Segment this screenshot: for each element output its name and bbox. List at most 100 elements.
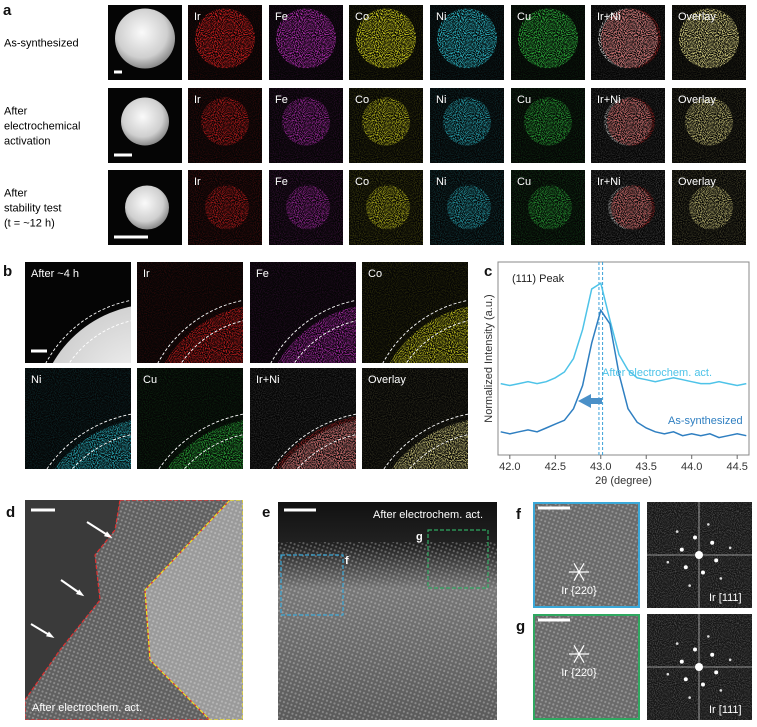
map-label: Ir (143, 268, 150, 280)
map-tile (108, 170, 182, 245)
x-tick-label: 44.5 (726, 461, 747, 473)
fft-g: Ir [111] (647, 614, 752, 720)
map-label: After ~4 h (31, 268, 79, 280)
map-tile (108, 88, 182, 163)
row-label: activation (4, 136, 50, 148)
map-tile: Ni (430, 5, 504, 80)
map-label: Ir+Ni (256, 374, 280, 386)
fft-spot (679, 547, 684, 552)
x-tick-label: 43.5 (636, 461, 657, 473)
series-label: As-synthesized (668, 415, 743, 427)
plane-label: Ir {220} (561, 667, 597, 679)
fft-spot (719, 689, 723, 692)
map-tile: Cu (511, 5, 585, 80)
element-map (362, 97, 410, 146)
map-label: Ir (194, 11, 201, 23)
element-map (164, 306, 243, 363)
fft-center (695, 663, 703, 671)
element-map (518, 8, 578, 69)
element-map (524, 97, 572, 146)
map-label: Ir (194, 176, 201, 188)
map-label: Ni (436, 94, 446, 106)
map-tile: Ir (137, 262, 243, 363)
element-map (356, 8, 416, 69)
fft-spot (675, 642, 679, 645)
zone-label: Ir [111] (709, 592, 742, 604)
fft-spot (688, 584, 691, 587)
fft-spot (675, 530, 679, 533)
haadf-particle (115, 8, 175, 69)
map-tile: Overlay (672, 88, 746, 163)
panel-label: e (262, 504, 270, 521)
map-tile: Co (349, 170, 423, 245)
map-tile: Ir+Ni (591, 88, 665, 163)
row-label: After (4, 106, 28, 118)
fft-spot (707, 635, 710, 638)
fft-spot (710, 652, 715, 657)
map-label: Ir+Ni (597, 176, 621, 188)
grain-right-lattice (145, 500, 243, 720)
fft-f: Ir [111] (647, 502, 752, 608)
lattice (533, 502, 640, 608)
map-label: Co (355, 11, 369, 23)
arrow-head (46, 631, 55, 639)
fft-center (695, 551, 703, 559)
map-tile: Cu (511, 170, 585, 245)
fft-spot (666, 560, 670, 564)
fft-spot (700, 570, 705, 575)
fft-spot (700, 682, 705, 687)
element-map (443, 97, 491, 146)
map-tile: Overlay (672, 5, 746, 80)
map-tile: Fe (250, 262, 356, 363)
map-tile: Ir (188, 88, 262, 163)
row-label: electrochemical (4, 121, 80, 133)
fft-spot (693, 535, 698, 540)
element-map (201, 97, 249, 146)
image-e: After electrochem. act. f g (278, 502, 497, 720)
map-label: Fe (256, 268, 269, 280)
haadf-particle (121, 97, 169, 146)
plane-marker (573, 645, 585, 663)
map-tile: Ir (188, 5, 262, 80)
map-label: Fe (275, 176, 288, 188)
element-map (389, 306, 468, 363)
map-label: Cu (517, 11, 531, 23)
element-map (685, 97, 733, 146)
map-label: Cu (517, 94, 531, 106)
plot-frame (497, 261, 750, 456)
series-label: After electrochem. act. (602, 367, 712, 379)
map-tile: Overlay (672, 170, 746, 245)
element-map (689, 185, 733, 230)
map-tile: Ni (430, 170, 504, 245)
arrow (86, 521, 110, 537)
element-map (205, 185, 249, 230)
element-map (286, 185, 330, 230)
inset-box-f (280, 554, 344, 616)
image-d: After electrochem. act. (25, 500, 243, 720)
fft-spot (688, 696, 691, 699)
arrow-head (76, 589, 85, 597)
map-tile: Ni (25, 368, 131, 469)
inset-label: f (345, 555, 349, 567)
fft-spot (693, 647, 698, 652)
shift-arrow-head (578, 394, 591, 408)
x-tick-label: 43.0 (590, 461, 611, 473)
plane-marker (573, 563, 585, 581)
boundary-yellow (144, 500, 243, 720)
series-line (500, 282, 747, 387)
element-map-red (611, 185, 655, 230)
element-map (366, 185, 410, 230)
map-tile: After ~4 h (25, 262, 131, 363)
lattice (278, 542, 497, 720)
row-label: (t = ~12 h) (4, 218, 55, 230)
map-label: Ir+Ni (597, 94, 621, 106)
element-map (391, 420, 468, 469)
fft-spot (719, 577, 723, 580)
map-label: Ni (436, 176, 446, 188)
inset-label: g (416, 531, 423, 543)
hrtem-f: Ir {220} (533, 502, 640, 608)
panel-label: d (6, 504, 15, 521)
x-tick-label: 42.5 (545, 461, 566, 473)
